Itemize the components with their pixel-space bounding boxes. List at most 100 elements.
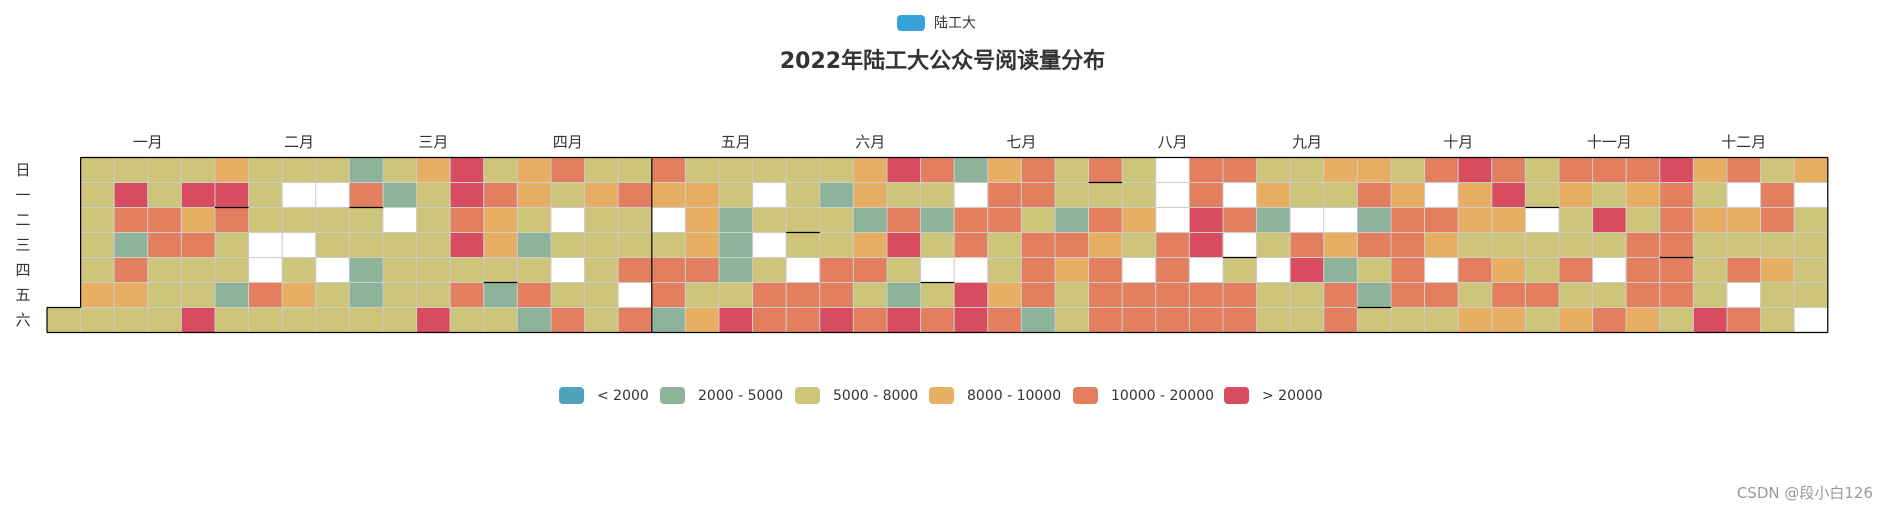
heatmap-cell[interactable]	[1088, 157, 1123, 183]
heatmap-cell[interactable]	[785, 157, 821, 183]
heatmap-cell[interactable]	[819, 307, 854, 333]
heatmap-cell[interactable]	[1692, 307, 1728, 333]
heatmap-cell[interactable]	[348, 232, 384, 258]
visual-map-item[interactable]: > 20000	[1224, 387, 1323, 404]
heatmap-cell[interactable]	[1592, 307, 1627, 333]
heatmap-cell[interactable]	[1457, 232, 1493, 258]
heatmap-cell[interactable]	[752, 282, 787, 308]
heatmap-cell[interactable]	[617, 207, 653, 233]
visual-map-swatch[interactable]	[929, 387, 954, 404]
heatmap-cell[interactable]	[1256, 257, 1291, 283]
heatmap-cell[interactable]	[852, 232, 888, 258]
visual-map-label[interactable]: 2000 - 5000	[698, 388, 783, 404]
heatmap-cell[interactable]	[718, 257, 754, 283]
heatmap-cell[interactable]	[1457, 307, 1493, 333]
heatmap-cell[interactable]	[852, 282, 888, 308]
visual-map-item[interactable]: 10000 - 20000	[1073, 387, 1214, 404]
heatmap-cell[interactable]	[1625, 207, 1661, 233]
heatmap-cell[interactable]	[80, 157, 115, 183]
heatmap-cell[interactable]	[651, 157, 686, 183]
heatmap-cell[interactable]	[1323, 257, 1358, 283]
visual-map-item[interactable]: 2000 - 5000	[660, 387, 783, 404]
heatmap-cell[interactable]	[550, 232, 586, 258]
heatmap-cell[interactable]	[1256, 182, 1291, 208]
heatmap-cell[interactable]	[1188, 157, 1224, 183]
heatmap-cell[interactable]	[1592, 282, 1627, 308]
heatmap-cell[interactable]	[315, 307, 350, 333]
heatmap-cell[interactable]	[416, 157, 451, 183]
heatmap-cell[interactable]	[1155, 182, 1190, 208]
heatmap-cell[interactable]	[1121, 257, 1157, 283]
heatmap-cell[interactable]	[684, 257, 720, 283]
heatmap-cell[interactable]	[1390, 282, 1426, 308]
heatmap-cell[interactable]	[113, 282, 149, 308]
heatmap-cell[interactable]	[416, 282, 451, 308]
heatmap-cell[interactable]	[987, 307, 1022, 333]
heatmap-cell[interactable]	[1188, 182, 1224, 208]
heatmap-cell[interactable]	[953, 232, 989, 258]
heatmap-cell[interactable]	[180, 257, 216, 283]
heatmap-cell[interactable]	[147, 207, 182, 233]
heatmap-cell[interactable]	[584, 232, 619, 258]
heatmap-cell[interactable]	[819, 207, 854, 233]
heatmap-cell[interactable]	[1659, 257, 1694, 283]
heatmap-cell[interactable]	[1659, 282, 1694, 308]
heatmap-cell[interactable]	[1188, 257, 1224, 283]
heatmap-cell[interactable]	[1760, 307, 1795, 333]
heatmap-cell[interactable]	[1020, 232, 1056, 258]
heatmap-cell[interactable]	[1289, 282, 1325, 308]
heatmap-cell[interactable]	[180, 307, 216, 333]
heatmap-cell[interactable]	[1256, 307, 1291, 333]
heatmap-cell[interactable]	[483, 182, 518, 208]
visual-map-item[interactable]: < 2000	[559, 387, 649, 404]
heatmap-cell[interactable]	[1390, 207, 1426, 233]
visual-map-item[interactable]: 8000 - 10000	[929, 387, 1061, 404]
heatmap-cell[interactable]	[382, 207, 418, 233]
heatmap-cell[interactable]	[1625, 282, 1661, 308]
heatmap-cell[interactable]	[1524, 257, 1560, 283]
heatmap-cell[interactable]	[1625, 182, 1661, 208]
heatmap-cell[interactable]	[953, 207, 989, 233]
heatmap-cell[interactable]	[1592, 207, 1627, 233]
heatmap-cell[interactable]	[281, 182, 317, 208]
heatmap-cell[interactable]	[920, 232, 955, 258]
visual-map-swatch[interactable]	[795, 387, 820, 404]
heatmap-cell[interactable]	[1121, 207, 1157, 233]
heatmap-cell[interactable]	[1390, 232, 1426, 258]
heatmap-cell[interactable]	[920, 257, 955, 283]
heatmap-cell[interactable]	[718, 232, 754, 258]
heatmap-cell[interactable]	[1323, 157, 1358, 183]
heatmap-cell[interactable]	[1289, 307, 1325, 333]
heatmap-cell[interactable]	[987, 207, 1022, 233]
heatmap-cell[interactable]	[718, 282, 754, 308]
heatmap-cell[interactable]	[1289, 257, 1325, 283]
heatmap-cell[interactable]	[550, 157, 586, 183]
heatmap-cell[interactable]	[617, 157, 653, 183]
heatmap-cell[interactable]	[248, 257, 283, 283]
heatmap-cell[interactable]	[382, 282, 418, 308]
heatmap-cell[interactable]	[1188, 307, 1224, 333]
heatmap-cell[interactable]	[1793, 257, 1829, 283]
heatmap-cell[interactable]	[1558, 157, 1594, 183]
heatmap-cell[interactable]	[1760, 257, 1795, 283]
heatmap-cell[interactable]	[617, 232, 653, 258]
heatmap-cell[interactable]	[382, 157, 418, 183]
heatmap-cell[interactable]	[651, 282, 686, 308]
heatmap-cell[interactable]	[1088, 257, 1123, 283]
heatmap-cell[interactable]	[1558, 282, 1594, 308]
heatmap-cell[interactable]	[1323, 307, 1358, 333]
heatmap-cell[interactable]	[382, 182, 418, 208]
heatmap-cell[interactable]	[1121, 182, 1157, 208]
heatmap-cell[interactable]	[684, 182, 720, 208]
heatmap-cell[interactable]	[752, 307, 787, 333]
heatmap-cell[interactable]	[1457, 207, 1493, 233]
heatmap-cell[interactable]	[886, 207, 922, 233]
heatmap-cell[interactable]	[180, 282, 216, 308]
heatmap-cell[interactable]	[416, 232, 451, 258]
heatmap-cell[interactable]	[953, 182, 989, 208]
heatmap-cell[interactable]	[1155, 207, 1190, 233]
heatmap-cell[interactable]	[315, 182, 350, 208]
heatmap-cell[interactable]	[785, 182, 821, 208]
heatmap-cell[interactable]	[281, 207, 317, 233]
heatmap-cell[interactable]	[1088, 282, 1123, 308]
